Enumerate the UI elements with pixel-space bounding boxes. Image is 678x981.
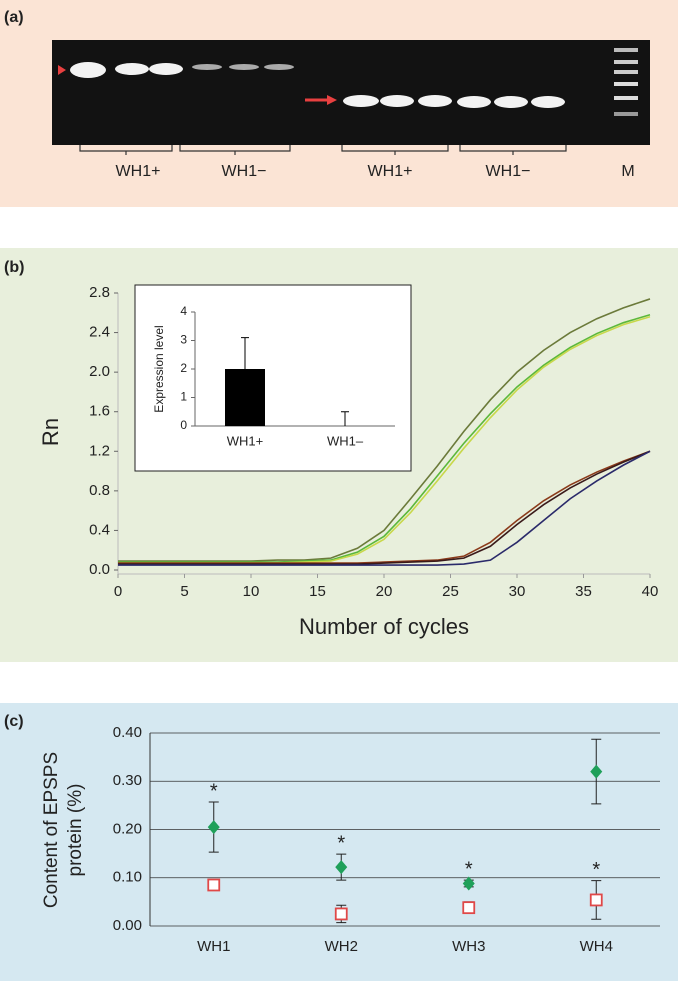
- marker: [462, 901, 476, 915]
- y-tick-label: 3: [180, 333, 187, 347]
- line-series: [118, 450, 651, 565]
- y-tick-label: 2.8: [89, 284, 110, 301]
- panel-label: (b): [4, 259, 24, 276]
- marker: [589, 893, 603, 907]
- y-tick-label: 0.0: [89, 561, 110, 578]
- annotation: *: [592, 859, 600, 881]
- x-tick-label: 25: [442, 583, 459, 600]
- marker: [207, 820, 220, 835]
- panel-label: (a): [4, 9, 24, 26]
- lane-label: M: [621, 163, 634, 180]
- marker: [335, 860, 348, 875]
- y-axis-label: Rn: [38, 418, 63, 446]
- panel-label: (c): [4, 713, 24, 730]
- y-tick-label: 0.8: [89, 482, 110, 499]
- panel-c-bg: [0, 703, 678, 981]
- lane-label: WH1−: [486, 163, 531, 180]
- y-tick-label: 1.2: [89, 442, 110, 459]
- y-tick-label: 0.4: [89, 521, 110, 538]
- y-tick-label: 1: [180, 390, 187, 404]
- y-axis-label: Expression level: [152, 325, 166, 412]
- x-tick-label: WH3: [452, 938, 485, 955]
- y-tick-label: 0.10: [113, 869, 142, 886]
- annotation: *: [337, 832, 345, 854]
- lane-label: WH1+: [368, 163, 413, 180]
- y-tick-label: 4: [180, 304, 187, 318]
- y-tick-label: 2.0: [89, 363, 110, 380]
- line-series: [118, 450, 651, 564]
- y-axis-label: protein (%): [65, 784, 86, 877]
- marker: [462, 876, 475, 891]
- line-series: [118, 313, 651, 563]
- y-tick-label: 0: [180, 418, 187, 432]
- inset-frame: [134, 284, 412, 472]
- x-tick-label: 35: [575, 583, 592, 600]
- y-tick-label: 0.00: [113, 917, 142, 934]
- annotation: *: [210, 780, 218, 802]
- error-bar: [241, 337, 249, 369]
- y-tick-label: 2: [180, 361, 187, 375]
- x-tick-label: WH1: [197, 938, 230, 955]
- line-series: [118, 450, 651, 566]
- annotation: *: [465, 858, 473, 880]
- lane-label: WH1+: [116, 163, 161, 180]
- gel-image: [52, 40, 650, 145]
- marker: [590, 764, 603, 779]
- x-tick-label: WH2: [325, 938, 358, 955]
- x-tick-label: WH1+: [227, 433, 263, 448]
- y-tick-label: 0.30: [113, 772, 142, 789]
- x-tick-label: 30: [509, 583, 526, 600]
- x-tick-label: 10: [243, 583, 260, 600]
- x-tick-label: 40: [642, 583, 659, 600]
- y-axis-label: Content of EPSPS: [41, 752, 62, 908]
- y-tick-label: 0.40: [113, 724, 142, 741]
- lane-brackets: [79, 145, 567, 155]
- x-tick-label: WH4: [580, 938, 613, 955]
- x-tick-label: 5: [180, 583, 188, 600]
- marker: [207, 878, 221, 892]
- y-tick-label: 0.20: [113, 820, 142, 837]
- lane-label: WH1−: [222, 163, 267, 180]
- x-tick-label: WH1–: [327, 433, 364, 448]
- x-tick-label: 15: [309, 583, 326, 600]
- line-series: [118, 298, 651, 562]
- y-tick-label: 2.4: [89, 324, 110, 341]
- x-tick-label: 0: [114, 583, 122, 600]
- bar: [225, 369, 265, 426]
- x-axis-label: Number of cycles: [299, 614, 469, 639]
- marker: [334, 907, 348, 921]
- error-bar: [341, 411, 349, 426]
- y-tick-label: 1.6: [89, 403, 110, 420]
- x-tick-label: 20: [376, 583, 393, 600]
